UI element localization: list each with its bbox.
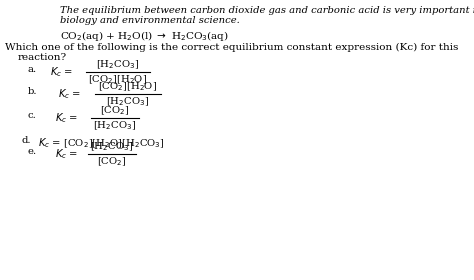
Text: $K_c$ =: $K_c$ = (50, 65, 73, 79)
Text: [CO$_2$]: [CO$_2$] (100, 104, 130, 117)
Text: The equilibrium between carbon dioxide gas and carbonic acid is very important i: The equilibrium between carbon dioxide g… (60, 6, 474, 15)
Text: e.: e. (28, 147, 37, 156)
Text: [H$_2$CO$_3$]: [H$_2$CO$_3$] (106, 95, 150, 108)
Text: [CO$_2$][H$_2$O]: [CO$_2$][H$_2$O] (89, 73, 147, 86)
Text: [CO$_2$][H$_2$O]: [CO$_2$][H$_2$O] (99, 80, 157, 93)
Text: biology and environmental science.: biology and environmental science. (60, 16, 240, 25)
Text: [CO$_2$]: [CO$_2$] (97, 155, 127, 168)
Text: $K_c$ = [CO$_2$][H$_2$O][H$_2$CO$_3$]: $K_c$ = [CO$_2$][H$_2$O][H$_2$CO$_3$] (38, 136, 165, 150)
Text: reaction?: reaction? (18, 53, 67, 62)
Text: $K_c$ =: $K_c$ = (55, 147, 78, 161)
Text: $K_c$ =: $K_c$ = (55, 111, 78, 125)
Text: $K_c$ =: $K_c$ = (58, 87, 81, 101)
Text: a.: a. (28, 65, 37, 74)
Text: d.: d. (22, 136, 31, 145)
Text: [H$_2$CO$_3$]: [H$_2$CO$_3$] (96, 59, 140, 71)
Text: Which one of the following is the correct equilibrium constant expression (Kc) f: Which one of the following is the correc… (5, 43, 458, 52)
Text: [H$_2$CO$_3$]: [H$_2$CO$_3$] (91, 140, 134, 153)
Text: CO$_2$(aq) + H$_2$O(l) $\rightarrow$ H$_2$CO$_3$(aq): CO$_2$(aq) + H$_2$O(l) $\rightarrow$ H$_… (60, 29, 229, 43)
Text: b.: b. (28, 87, 37, 96)
Text: c.: c. (28, 111, 37, 120)
Text: [H$_2$CO$_3$]: [H$_2$CO$_3$] (93, 119, 137, 132)
